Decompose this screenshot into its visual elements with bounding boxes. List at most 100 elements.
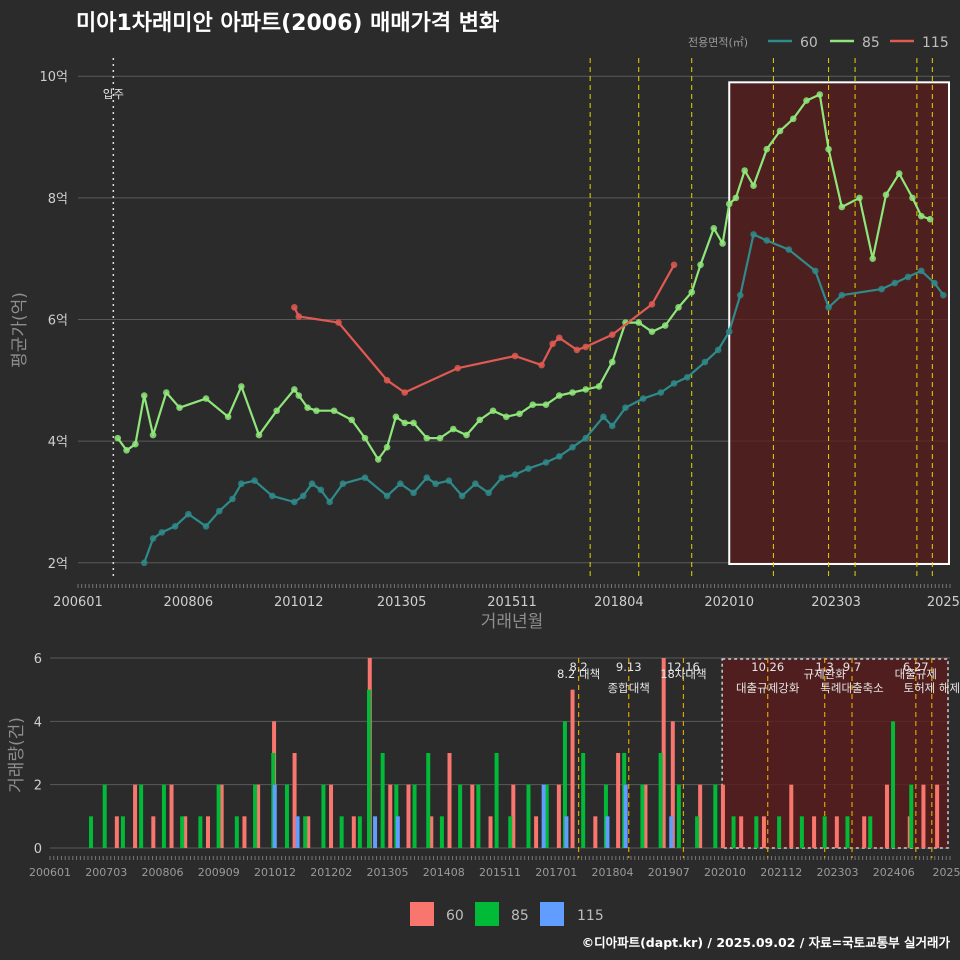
- volume-bar-60: [698, 784, 703, 848]
- volume-bar-85: [216, 784, 221, 848]
- volume-bar-85: [198, 816, 203, 848]
- volume-bar-85: [439, 816, 444, 848]
- volume-y-tick-label: 0: [34, 842, 42, 857]
- volume-bar-115: [295, 816, 300, 848]
- volume-bar-60: [739, 816, 744, 848]
- volume-bar-60: [292, 753, 297, 848]
- volume-bar-60: [761, 816, 766, 848]
- price-y-tick-label: 10억: [39, 70, 68, 85]
- data-point-115: [582, 343, 590, 351]
- volume-bar-115: [669, 816, 674, 848]
- policy-event-label: 토허제 해제: [903, 681, 960, 695]
- data-point-85: [132, 440, 139, 448]
- volume-x-tick-label: 200909: [198, 866, 240, 879]
- data-point-85: [542, 401, 550, 408]
- data-point-115: [648, 301, 656, 308]
- data-point-115: [555, 334, 563, 342]
- data-point-115: [511, 352, 519, 360]
- policy-event-date: 9.7: [843, 660, 861, 674]
- volume-bar-85: [253, 784, 258, 848]
- data-point-60: [251, 477, 258, 484]
- data-point-85: [149, 431, 157, 439]
- data-point-85: [918, 212, 925, 220]
- data-point-60: [202, 523, 210, 530]
- volume-bar-85: [891, 721, 896, 848]
- data-point-85: [163, 389, 170, 396]
- policy-event-date: 1.3: [816, 660, 834, 674]
- data-point-85: [635, 319, 643, 326]
- bottom-legend-label-60: 60: [446, 908, 464, 924]
- data-point-60: [291, 498, 298, 506]
- data-point-85: [741, 167, 748, 174]
- data-point-85: [909, 194, 916, 202]
- occupancy-label: 입주: [103, 87, 124, 101]
- data-point-85: [123, 446, 130, 454]
- data-point-60: [940, 291, 947, 299]
- volume-bar-115: [623, 784, 628, 848]
- price-x-tick-label: 201511: [487, 595, 537, 610]
- data-point-60: [714, 346, 722, 354]
- volume-bar-60: [329, 784, 334, 848]
- data-point-85: [330, 407, 338, 415]
- data-point-85: [383, 443, 391, 451]
- data-point-85: [582, 386, 590, 393]
- data-point-85: [608, 358, 616, 366]
- data-point-115: [549, 340, 556, 348]
- data-point-60: [458, 492, 466, 500]
- volume-bar-60: [219, 784, 224, 848]
- data-point-85: [555, 392, 563, 399]
- volume-bar-60: [661, 658, 666, 848]
- data-point-85: [313, 407, 320, 415]
- data-point-60: [423, 474, 431, 481]
- data-point-85: [595, 383, 603, 390]
- data-point-60: [904, 273, 912, 281]
- price-plot: 2억 4억 6억 8억 10억 200601 200806 201012 201305 20151…: [39, 58, 960, 610]
- data-point-60: [582, 434, 590, 442]
- volume-bar-85: [909, 784, 914, 848]
- data-point-115: [573, 346, 581, 354]
- data-point-85: [176, 404, 183, 412]
- data-point-60: [229, 495, 236, 503]
- volume-bar-60: [470, 784, 475, 848]
- volume-bar-60: [242, 816, 247, 848]
- data-point-60: [308, 480, 316, 488]
- legend-label-85: 85: [862, 35, 880, 51]
- data-point-60: [511, 471, 519, 478]
- data-point-85: [291, 386, 298, 393]
- price-y-tick-label: 4억: [48, 435, 68, 450]
- data-point-85: [374, 456, 382, 463]
- data-point-60: [383, 492, 391, 500]
- series-line-85: [116, 93, 931, 461]
- volume-bar-60: [133, 784, 138, 848]
- data-point-60: [498, 474, 506, 481]
- data-point-60: [299, 492, 307, 500]
- price-x-tick-label: 201305: [377, 595, 427, 610]
- volume-bar-115: [564, 816, 569, 848]
- data-point-60: [683, 373, 691, 381]
- data-point-60: [931, 279, 938, 287]
- volume-bar-85: [581, 753, 586, 848]
- price-x-tick-label: 2025: [927, 595, 960, 610]
- price-x-tick-label: 200806: [164, 595, 214, 610]
- data-point-60: [878, 285, 885, 293]
- policy-event-label: 규제완화: [804, 667, 847, 681]
- data-point-85: [882, 191, 890, 199]
- price-y-axis-title: 평균가(억): [10, 292, 30, 368]
- volume-bar-85: [120, 816, 125, 848]
- data-point-60: [639, 395, 647, 402]
- volume-bar-115: [541, 784, 546, 848]
- data-point-85: [255, 431, 263, 439]
- data-point-85: [436, 434, 444, 442]
- price-x-tick-label: 200601: [53, 595, 103, 610]
- legend-swatch-85: [475, 902, 499, 926]
- data-point-85: [719, 240, 726, 247]
- data-point-85: [114, 434, 122, 442]
- volume-bar-85: [676, 784, 681, 848]
- bottom-legend-label-115: 115: [577, 908, 604, 924]
- volume-bar-85: [284, 784, 289, 848]
- volume-bar-115: [373, 816, 378, 848]
- data-point-85: [140, 392, 148, 399]
- volume-bar-85: [777, 816, 782, 848]
- volume-bar-85: [339, 816, 344, 848]
- data-point-60: [472, 480, 479, 488]
